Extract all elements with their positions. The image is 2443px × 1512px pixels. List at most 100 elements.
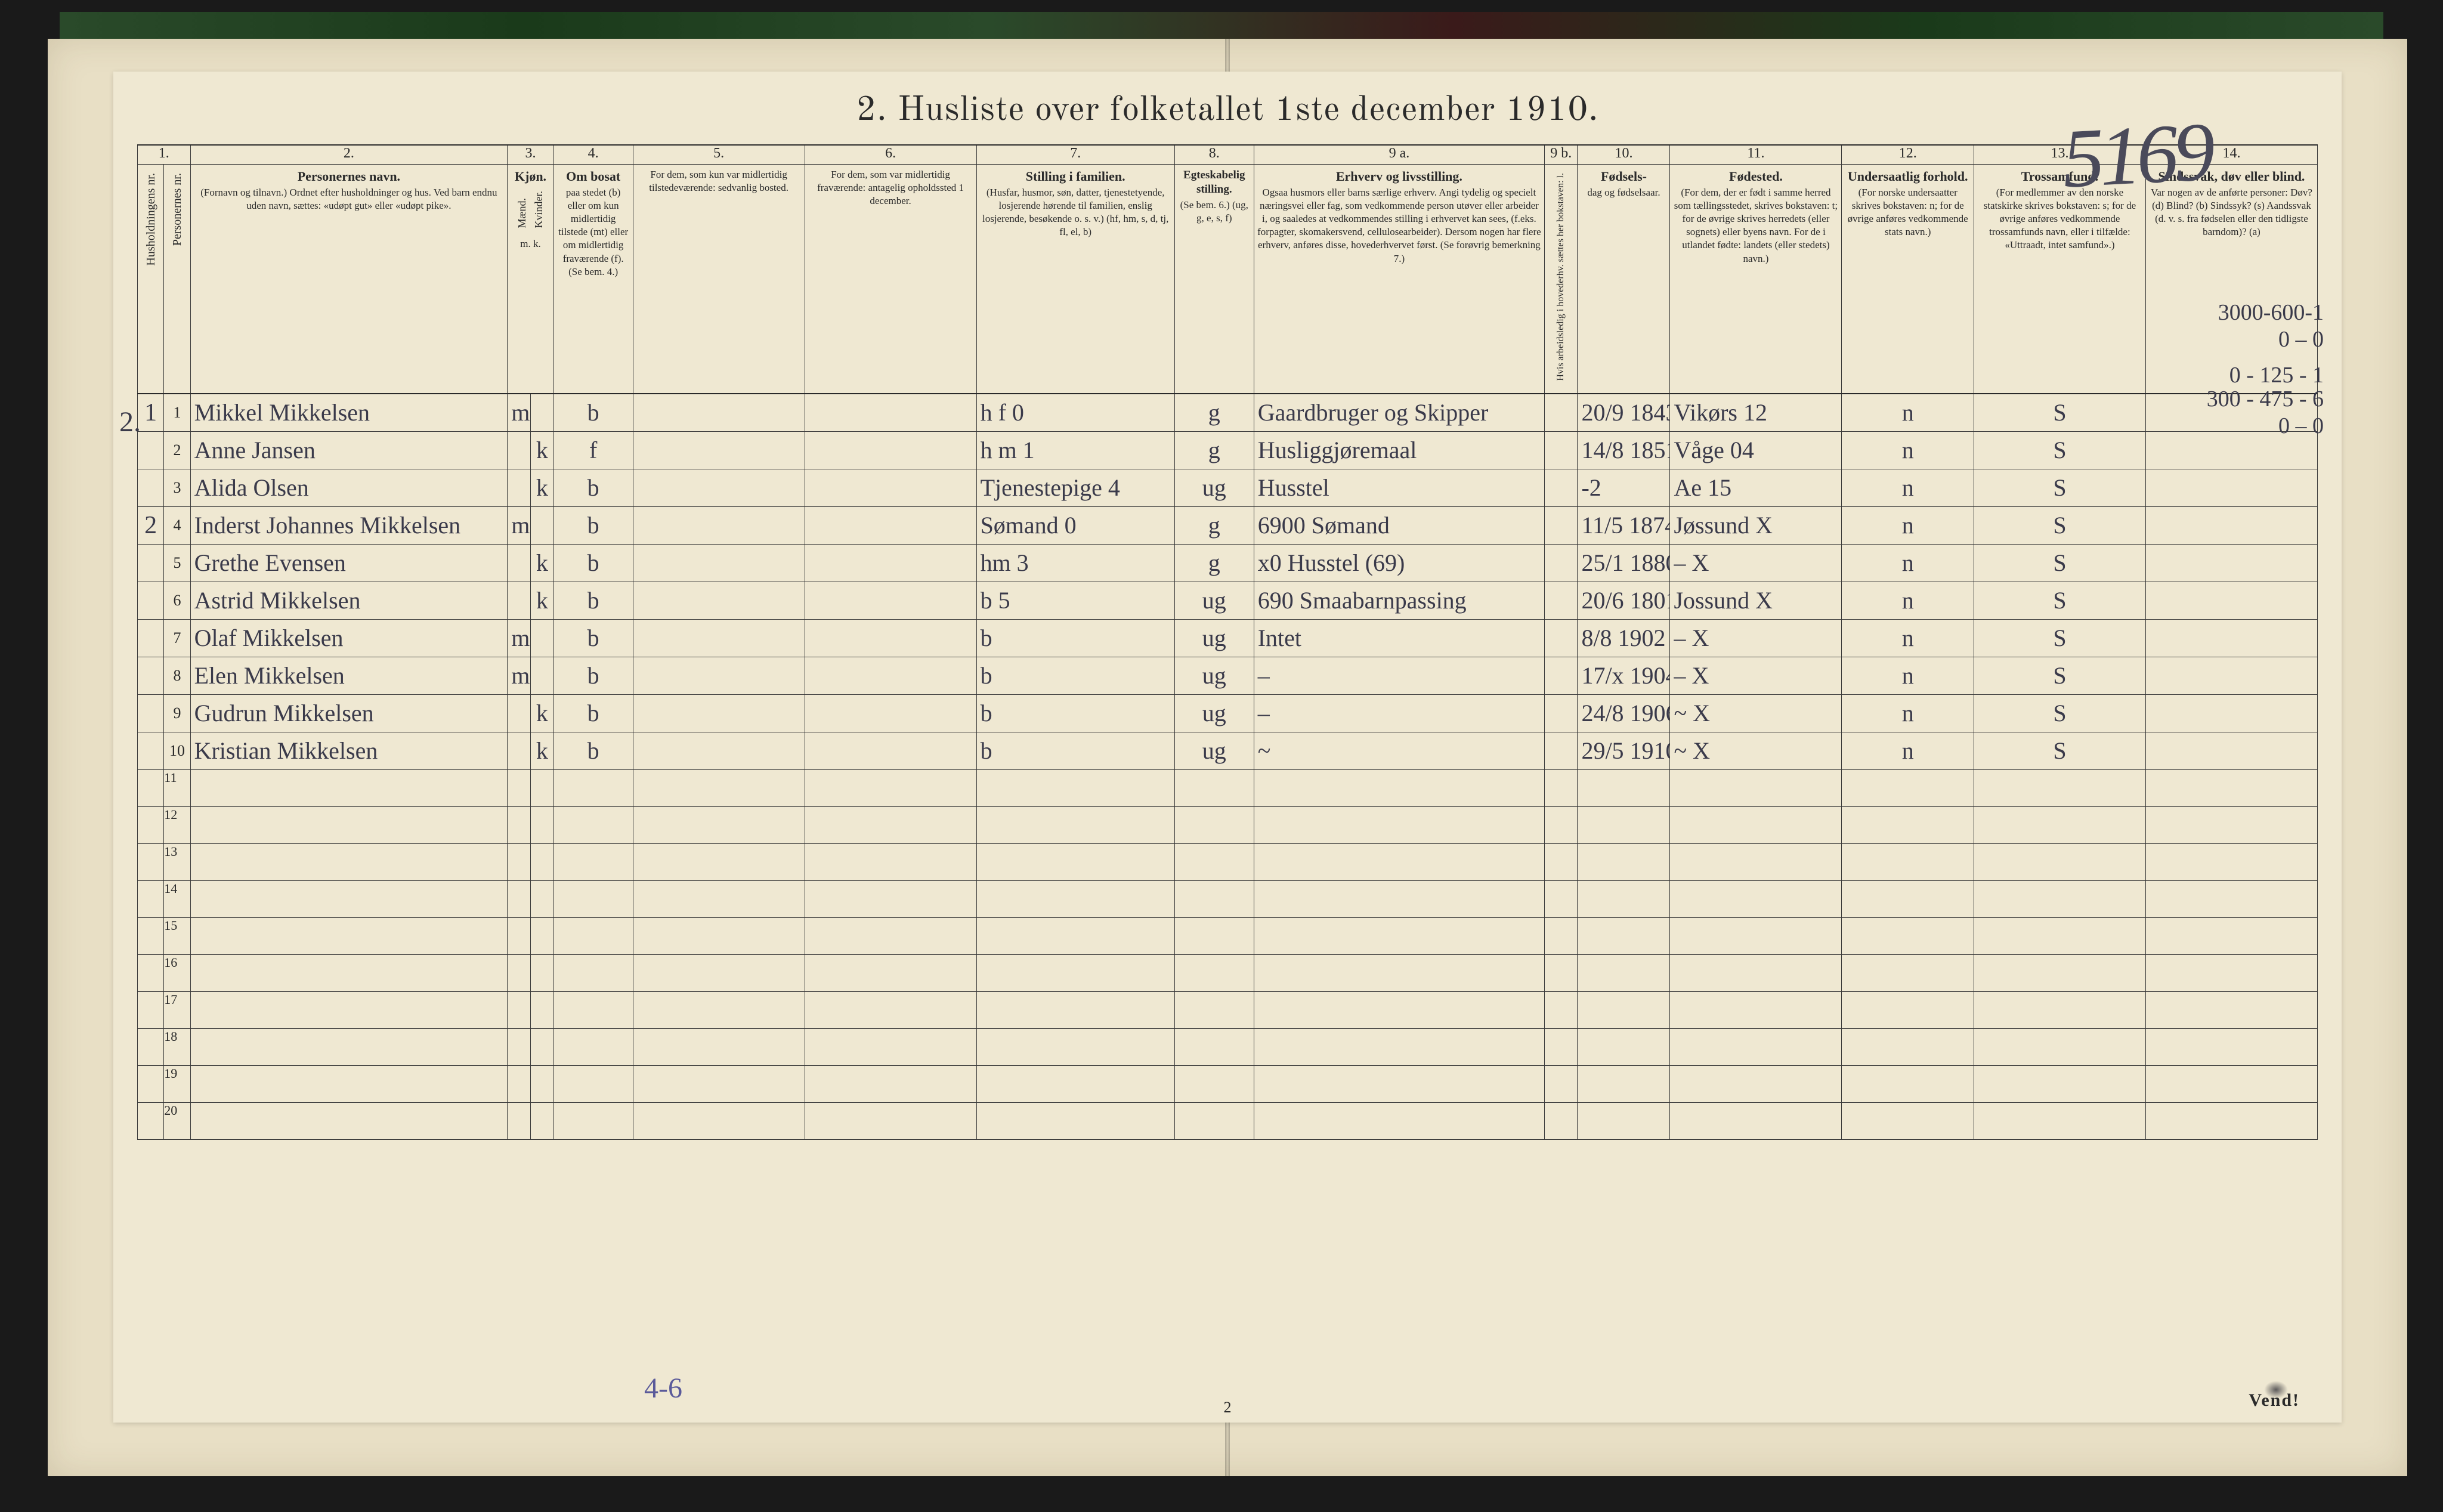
- cell-empty: [1974, 992, 2145, 1029]
- cell-unemployed: [1545, 394, 1578, 432]
- cell-hh: [138, 545, 164, 582]
- cell-empty: [1174, 918, 1254, 955]
- cell-empty: [1578, 992, 1670, 1029]
- head-occupation: Erhverv og livsstilling. Ogsaa husmors e…: [1254, 164, 1544, 394]
- cell-temp-present: [633, 695, 805, 732]
- cell-personnum: 8: [164, 657, 190, 695]
- cell-temp-present: [633, 620, 805, 657]
- cell-empty: [1842, 844, 1974, 881]
- cell-sex-k: k: [530, 432, 553, 469]
- cell-nationality: n: [1842, 394, 1974, 432]
- cell-disability: [2145, 620, 2317, 657]
- head-sex-m: Mænd.: [515, 193, 529, 233]
- cell-birth: 14/8 1851: [1578, 432, 1670, 469]
- cell-civil: ug: [1174, 582, 1254, 620]
- cell-empty: [508, 807, 531, 844]
- colnum-9a: 9 a.: [1254, 145, 1544, 164]
- ink-blot: [2264, 1381, 2288, 1399]
- colnum-7: 7.: [976, 145, 1174, 164]
- cell-birth: 17/x 1904: [1578, 657, 1670, 695]
- cell-empty: [190, 807, 508, 844]
- head-nationality: Undersaatlig forhold. (For norske unders…: [1842, 164, 1974, 394]
- cell-family-pos: b: [976, 695, 1174, 732]
- cell-empty: [530, 1103, 553, 1140]
- cell-religion: S: [1974, 657, 2145, 695]
- cell-nationality: n: [1842, 582, 1974, 620]
- cell-empty: [190, 844, 508, 881]
- cell-empty: [2145, 992, 2317, 1029]
- cell-temp-present: [633, 732, 805, 770]
- cell-empty: [1254, 807, 1544, 844]
- table-row: 11: [138, 770, 2318, 807]
- cell-birthplace: ~ X: [1670, 695, 1842, 732]
- cell-hh: [138, 1103, 164, 1140]
- cell-disability: [2145, 732, 2317, 770]
- cell-personnum: 5: [164, 545, 190, 582]
- cell-sex-m: m: [508, 620, 531, 657]
- cell-sex-m: [508, 545, 531, 582]
- cell-empty: [1578, 1103, 1670, 1140]
- cell-empty: [1174, 955, 1254, 992]
- cell-birth: 20/6 1801: [1578, 582, 1670, 620]
- table-row: 14: [138, 881, 2318, 918]
- table-row: 6Astrid Mikkelsenkbb 5ug690 Smaabarnpass…: [138, 582, 2318, 620]
- cell-hh: [138, 432, 164, 469]
- cell-empty: [976, 992, 1174, 1029]
- cell-unemployed: [1545, 507, 1578, 545]
- head-sex-k: Kvinder.: [532, 186, 546, 233]
- table-row: 17: [138, 992, 2318, 1029]
- handwritten-page-id: 5169: [2060, 104, 2213, 208]
- cell-empty: [2145, 955, 2317, 992]
- cell-empty: [1254, 770, 1544, 807]
- head-c12-main: Undersaatlig forhold.: [1844, 168, 1971, 185]
- cell-empty: [1842, 881, 1974, 918]
- cell-personnum: 1: [164, 394, 190, 432]
- colnum-4: 4.: [553, 145, 633, 164]
- cell-empty: [805, 992, 976, 1029]
- cell-occupation: –: [1254, 657, 1544, 695]
- cell-personnum: 17: [164, 992, 190, 1029]
- cell-residence: b: [553, 657, 633, 695]
- cell-temp-present: [633, 507, 805, 545]
- cell-empty: [1670, 1103, 1842, 1140]
- cell-empty: [190, 881, 508, 918]
- cell-religion: S: [1974, 695, 2145, 732]
- cell-personnum: 19: [164, 1066, 190, 1103]
- book-spread: 5169 2. Husliste over folketallet 1ste d…: [48, 39, 2407, 1476]
- cell-empty: [190, 1103, 508, 1140]
- cell-empty: [976, 770, 1174, 807]
- table-row: 7Olaf MikkelsenmbbugIntet8/8 1902– XnS: [138, 620, 2318, 657]
- cell-temp-present: [633, 582, 805, 620]
- cell-personnum: 3: [164, 469, 190, 507]
- cell-empty: [530, 881, 553, 918]
- cell-empty: [633, 1103, 805, 1140]
- cell-temp-absent: [805, 657, 976, 695]
- cell-empty: [1670, 881, 1842, 918]
- cell-birthplace: Vikørs 12: [1670, 394, 1842, 432]
- cell-empty: [976, 807, 1174, 844]
- cell-empty: [1254, 1066, 1544, 1103]
- cell-residence: b: [553, 507, 633, 545]
- cell-empty: [1974, 1103, 2145, 1140]
- cell-empty: [1842, 770, 1974, 807]
- cell-empty: [976, 844, 1174, 881]
- table-row: 11Mikkel Mikkelsenmbh f 0gGaardbruger og…: [138, 394, 2318, 432]
- data-body: 11Mikkel Mikkelsenmbh f 0gGaardbruger og…: [138, 394, 2318, 770]
- cell-empty: [1254, 955, 1544, 992]
- cell-birthplace: – X: [1670, 620, 1842, 657]
- cell-empty: [2145, 1103, 2317, 1140]
- cell-empty: [190, 770, 508, 807]
- cell-birthplace: Jøssund X: [1670, 507, 1842, 545]
- head-birthplace: Fødested. (For dem, der er født i samme …: [1670, 164, 1842, 394]
- cell-birthplace: – X: [1670, 545, 1842, 582]
- cell-religion: S: [1974, 582, 2145, 620]
- cell-birth: 25/1 1880: [1578, 545, 1670, 582]
- table-row: 2Anne Jansenkfh m 1gHusliggjøremaal14/8 …: [138, 432, 2318, 469]
- cell-empty: [530, 1066, 553, 1103]
- cell-empty: [1670, 992, 1842, 1029]
- cell-family-pos: b: [976, 732, 1174, 770]
- census-table: 1. 2. 3. 4. 5. 6. 7. 8. 9 a. 9 b. 10. 11…: [137, 144, 2318, 1140]
- cell-empty: [805, 1029, 976, 1066]
- cell-disability: [2145, 582, 2317, 620]
- cell-empty: [1174, 1103, 1254, 1140]
